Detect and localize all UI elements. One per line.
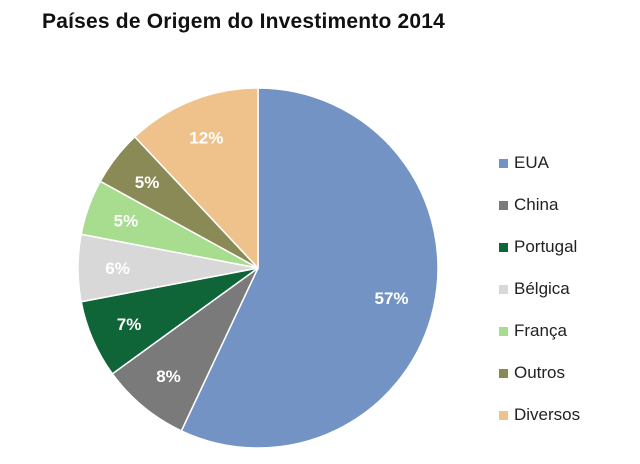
pie-slice-china xyxy=(111,267,259,432)
legend-swatch xyxy=(499,368,508,378)
legend-label: Portugal xyxy=(514,237,578,256)
legend-label: China xyxy=(514,195,559,214)
legend-item-diversos: Diversos xyxy=(499,394,580,436)
chart-title: Países de Origem do Investimento 2014 xyxy=(42,10,446,33)
data-label-outros: 5% xyxy=(135,173,160,192)
legend-label: França xyxy=(514,321,567,340)
legend-label: EUA xyxy=(514,153,549,172)
legend-swatch xyxy=(499,326,508,336)
pie-slice-eua xyxy=(180,87,439,449)
legend-swatch xyxy=(499,284,508,294)
chart-legend: EUA China Portugal Bélgica França Outros Diver… xyxy=(499,142,580,436)
data-label-china: 8% xyxy=(156,367,181,386)
legend-swatch xyxy=(499,242,508,252)
legend-label: Diversos xyxy=(514,405,581,424)
legend-item-frança: França xyxy=(499,310,580,352)
legend-swatch xyxy=(499,158,508,168)
data-label-eua: 57% xyxy=(374,289,408,308)
pie-slice-diversos xyxy=(133,87,259,270)
data-label-diversos: 12% xyxy=(189,129,223,148)
legend-item-outros: Outros xyxy=(499,352,580,394)
legend-swatch xyxy=(499,200,508,210)
legend-item-portugal: Portugal xyxy=(499,226,580,268)
legend-item-china: China xyxy=(499,184,580,226)
legend-item-bélgica: Bélgica xyxy=(499,268,580,310)
data-label-frança: 5% xyxy=(114,211,139,230)
data-label-bélgica: 6% xyxy=(105,259,130,278)
legend-item-eua: EUA xyxy=(499,142,580,184)
legend-label: Outros xyxy=(514,363,566,382)
legend-label: Bélgica xyxy=(514,279,570,298)
data-label-portugal: 7% xyxy=(117,315,142,334)
legend-swatch xyxy=(499,410,508,420)
